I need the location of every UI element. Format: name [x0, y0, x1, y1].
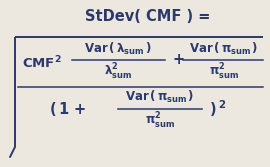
Text: $\mathbf{\lambda^{2}_{sum}}$: $\mathbf{\lambda^{2}_{sum}}$ [104, 62, 132, 82]
Text: $\mathbf{Var\,(\,\pi_{sum}\,)}$: $\mathbf{Var\,(\,\pi_{sum}\,)}$ [125, 89, 195, 105]
Text: $\mathbf{(\,1\,+}$: $\mathbf{(\,1\,+}$ [49, 100, 87, 118]
Text: $\mathbf{Var\,(\,\lambda_{sum}\,)}$: $\mathbf{Var\,(\,\lambda_{sum}\,)}$ [84, 41, 152, 57]
Text: $\mathbf{Var\,(\,\pi_{sum}\,)}$: $\mathbf{Var\,(\,\pi_{sum}\,)}$ [189, 41, 259, 57]
Text: $\mathbf{\pi^{2}_{sum}}$: $\mathbf{\pi^{2}_{sum}}$ [209, 62, 239, 82]
Text: $\mathbf{\pi^{2}_{sum}}$: $\mathbf{\pi^{2}_{sum}}$ [145, 111, 175, 131]
Text: StDev( CMF ) =: StDev( CMF ) = [85, 9, 211, 24]
Text: $\mathbf{CMF}^{\mathbf{2}}$: $\mathbf{CMF}^{\mathbf{2}}$ [22, 55, 62, 71]
Text: $\mathbf{)\,^{2}}$: $\mathbf{)\,^{2}}$ [209, 99, 227, 119]
Text: $\mathbf{+}$: $\mathbf{+}$ [172, 52, 184, 67]
